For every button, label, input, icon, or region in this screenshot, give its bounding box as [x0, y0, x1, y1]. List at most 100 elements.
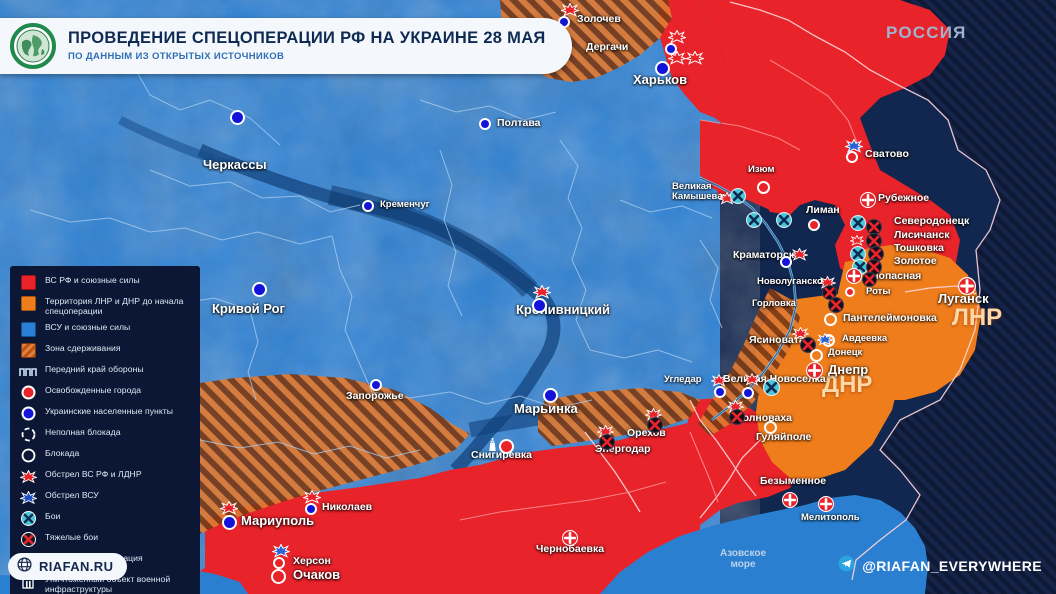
heavy-battle-icon[interactable]	[800, 337, 816, 358]
red-star-icon	[218, 500, 240, 520]
heavy-battle-icon[interactable]	[599, 434, 615, 455]
riafan-watermark[interactable]: RIAFAN.RU	[8, 553, 128, 580]
legend-panel: ВС РФ и союзные силы Территория ЛНР и ДН…	[10, 266, 200, 594]
page-subtitle: ПО ДАННЫМ ИЗ ОТКРЫТЫХ ИСТОЧНИКОВ	[68, 50, 285, 62]
heavy-battle-icon[interactable]	[866, 219, 882, 240]
nuclear-icon[interactable]	[486, 437, 499, 457]
battle-icon[interactable]	[763, 379, 780, 401]
defense-line-icon	[18, 363, 38, 379]
heavy-battle-icon[interactable]	[862, 272, 877, 292]
swatch-blue-icon	[18, 321, 38, 337]
medical-cross-icon[interactable]	[860, 192, 876, 213]
red-star-icon	[301, 489, 323, 509]
legend-label: Обстрел ВСУ	[45, 490, 99, 501]
red-star-icon	[531, 284, 553, 304]
legend-label: ВС РФ и союзные силы	[45, 275, 140, 285]
blue-star-icon	[270, 543, 292, 563]
battle-icon[interactable]	[850, 215, 866, 236]
legend-item-heavy-battles: Тяжелые бои	[18, 531, 192, 547]
medical-cross-icon[interactable]	[782, 492, 798, 513]
city-marker-kramatorsk[interactable]	[780, 256, 792, 268]
city-marker-roty[interactable]	[845, 287, 855, 297]
header-banner: ПРОВЕДЕНИЕ СПЕЦОПЕРАЦИИ РФ НА УКРАИНЕ 28…	[0, 18, 572, 74]
city-marker-kherson[interactable]	[271, 569, 286, 584]
swatch-hatch-icon	[18, 342, 38, 358]
battle-icon[interactable]	[730, 188, 746, 209]
city-marker-cherkassy[interactable]	[230, 110, 245, 125]
city-marker-dnepr[interactable]	[532, 298, 547, 313]
ring-icon	[18, 447, 38, 463]
page-title: ПРОВЕДЕНИЕ СПЕЦОПЕРАЦИИ РФ НА УКРАИНЕ 28…	[68, 29, 546, 48]
swatch-orange-icon	[18, 295, 38, 311]
legend-label: Украинские населенные пункты	[45, 406, 173, 417]
red-star-icon	[848, 233, 866, 251]
city-marker-energodar[interactable]	[499, 439, 514, 454]
legend-item-rf-shelling: Обстрел ВС РФ и ЛДНР	[18, 468, 192, 484]
battle-icon[interactable]	[776, 212, 792, 233]
heavy-battle-icon[interactable]	[866, 259, 882, 280]
city-marker-kropivnitsky[interactable]	[252, 282, 267, 297]
legend-label: Неполная блокада	[45, 427, 121, 438]
city-marker-liman[interactable]	[808, 219, 820, 231]
legend-label: Блокада	[45, 448, 80, 459]
riafan-label: RIAFAN.RU	[39, 559, 114, 574]
legend-label: Обстрел ВС РФ и ЛДНР	[45, 469, 142, 480]
red-star-icon	[790, 326, 811, 345]
city-marker-kharkov[interactable]	[655, 61, 670, 76]
city-marker-chernobaevka[interactable]	[273, 557, 285, 569]
blue-star-icon	[18, 489, 38, 505]
city-marker-nikolaev[interactable]	[222, 515, 237, 530]
red-star-icon	[742, 372, 762, 391]
heavy-battle-icon[interactable]	[822, 285, 837, 305]
globe-icon	[17, 556, 32, 577]
city-marker-svatovo[interactable]	[846, 151, 858, 163]
heavy-battle-icon[interactable]	[729, 409, 745, 430]
medical-cross-icon[interactable]	[846, 268, 862, 289]
city-marker-poltava[interactable]	[479, 118, 491, 130]
heavy-battle-icon	[18, 531, 38, 547]
red-star-icon	[789, 247, 810, 266]
city-marker-marinka[interactable]	[742, 387, 754, 399]
legend-item-ua-shelling: Обстрел ВСУ	[18, 489, 192, 505]
red-star-icon	[684, 50, 706, 70]
swatch-red-icon	[18, 274, 38, 290]
red-star-icon	[817, 275, 838, 294]
city-marker-yasinovataya[interactable]	[810, 349, 823, 362]
city-marker-volnovakha[interactable]	[764, 421, 777, 434]
blue-star-icon	[815, 332, 835, 351]
red-dot-icon	[18, 384, 38, 400]
city-marker-velikaya-novoselka[interactable]	[714, 386, 726, 398]
telegram-watermark[interactable]: @RIAFAN_EVERYWHERE	[838, 555, 1042, 577]
red-star-icon	[709, 373, 729, 392]
legend-label: Тяжелые бои	[45, 532, 99, 543]
legend-label: Бои	[45, 511, 61, 522]
heavy-battle-icon[interactable]	[828, 297, 844, 318]
red-star-icon	[666, 29, 688, 49]
legend-item-defense-line: Передний край обороны	[18, 363, 192, 379]
legend-item-lnr-dnr: Территория ЛНР и ДНР до начала спецопера…	[18, 295, 192, 316]
medical-cross-icon[interactable]	[562, 530, 578, 551]
city-marker-krivoy-rog[interactable]	[370, 379, 382, 391]
legend-item-containment: Зона сдерживания	[18, 342, 192, 358]
city-marker-izyum[interactable]	[757, 181, 770, 194]
city-marker-snigirevka[interactable]	[305, 503, 317, 515]
heavy-battle-icon[interactable]	[647, 417, 663, 438]
legend-label: Зона сдерживания	[45, 343, 121, 354]
city-marker-zaporozhye[interactable]	[543, 388, 558, 403]
telegram-icon	[838, 555, 855, 577]
medical-cross-icon[interactable]	[818, 496, 834, 517]
legend-label: Освобожденные города	[45, 385, 142, 396]
battle-icon[interactable]	[746, 212, 762, 233]
medical-cross-icon[interactable]	[958, 277, 976, 300]
city-marker-gorlovka[interactable]	[824, 313, 837, 326]
blue-star-icon	[843, 138, 865, 158]
legend-item-ua-settlements: Украинские населенные пункты	[18, 405, 192, 421]
red-star-icon	[666, 50, 688, 70]
legend-item-blockade: Блокада	[18, 447, 192, 463]
city-marker-kremenchug[interactable]	[362, 200, 374, 212]
telegram-label: @RIAFAN_EVERYWHERE	[862, 558, 1042, 574]
legend-item-battles: Бои	[18, 510, 192, 526]
medical-cross-icon[interactable]	[806, 362, 823, 384]
legend-label: Территория ЛНР и ДНР до начала спецопера…	[45, 296, 184, 316]
